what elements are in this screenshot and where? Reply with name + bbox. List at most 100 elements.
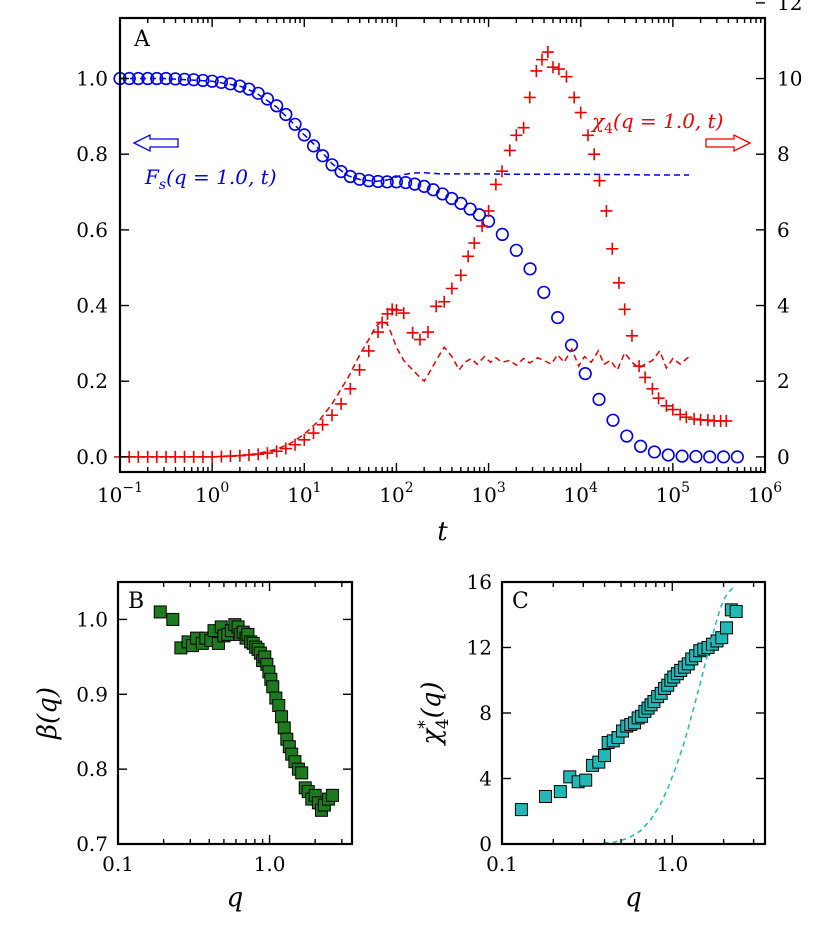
fs-point: [551, 311, 565, 325]
y-tick-label: 12: [467, 636, 492, 660]
chi4-point: [489, 178, 502, 191]
x-tick-label: 102: [379, 480, 413, 507]
chi4-point: [496, 165, 509, 178]
fs-point: [634, 439, 648, 453]
series-line-c: [594, 586, 736, 845]
fs-point: [306, 139, 321, 153]
chi4-point: [468, 237, 481, 250]
square-point-c: [514, 803, 528, 817]
chi4-point: [298, 433, 311, 446]
chi4-point: [606, 242, 619, 255]
panel-label-b: B: [128, 589, 144, 614]
plot-frame-a: [118, 16, 767, 474]
fs-point: [399, 175, 413, 190]
chi4-point: [438, 295, 451, 308]
chi4-point: [289, 438, 302, 451]
chi4-sub: 4: [604, 121, 613, 137]
x-tick-exp: −1: [122, 480, 143, 496]
chi4-point: [326, 409, 339, 422]
fs-point: [389, 175, 404, 189]
x-tick-exp: 4: [589, 480, 598, 496]
fs-point: [703, 450, 717, 464]
y-tick-label: 0.8: [76, 757, 108, 781]
square-point-b: [272, 699, 286, 713]
x-tick-base: 10: [379, 483, 404, 507]
fs-point: [620, 429, 634, 443]
chi4-point: [372, 326, 385, 339]
chi4-point: [462, 250, 475, 263]
y-label-main: β: [33, 724, 63, 740]
chi4-point: [523, 91, 536, 104]
chi4-annotation: χ4(q = 1.0, t): [590, 109, 724, 137]
fs-point: [564, 338, 579, 352]
y-right-tick-label: 4: [777, 294, 790, 318]
chi4-point: [476, 220, 489, 233]
x-tick-label: 0.1: [102, 852, 134, 876]
y-label-sub: 4: [433, 718, 453, 729]
fs-point: [481, 214, 496, 228]
left-arrow-icon: [132, 133, 179, 153]
fs-point: [371, 174, 385, 189]
x-tick-label: 0.1: [486, 852, 518, 876]
x-tick-label: 10−1: [97, 480, 143, 507]
chi4-point: [406, 326, 419, 339]
fs-point: [279, 107, 293, 122]
chi4-point: [660, 399, 673, 412]
x-tick-exp: 1: [313, 480, 322, 496]
y-right-tick-label: 2: [777, 369, 790, 393]
fs-point: [578, 367, 592, 381]
fs-point: [187, 73, 201, 87]
fs-point: [454, 196, 468, 210]
fs-point: [647, 445, 662, 459]
chi4-point: [582, 129, 595, 142]
fs-point: [606, 413, 620, 427]
fs-point: [315, 149, 330, 163]
fs-point: [325, 158, 339, 172]
chi4-point: [430, 300, 443, 313]
x-tick-base: 10: [195, 483, 220, 507]
fs-point: [288, 117, 302, 131]
y-right-tick-label: 0: [777, 445, 790, 469]
chi4-point: [600, 204, 613, 217]
y-tick-label: 0.7: [76, 832, 108, 856]
chi4-point: [593, 174, 606, 187]
y-left-tick-label: 0.8: [76, 142, 108, 166]
fs-point: [260, 92, 275, 106]
chi4-point: [568, 91, 581, 104]
fs-point: [352, 172, 367, 186]
square-point-c: [538, 790, 552, 804]
square-point-b: [153, 605, 167, 619]
y-right-tick-label: 6: [777, 218, 790, 242]
y-left-tick-label: 0.0: [76, 445, 108, 469]
chi4-point: [316, 418, 329, 431]
fs-point: [362, 174, 376, 188]
y-left-tick-label: 0.6: [76, 218, 108, 242]
chi4-point: [646, 382, 659, 395]
fs-point: [417, 179, 431, 193]
y-label-main: χ: [417, 727, 447, 747]
square-point-c: [720, 621, 734, 635]
y-tick-label: 0: [479, 832, 492, 856]
fs-point: [380, 175, 394, 189]
fs-point: [675, 449, 689, 463]
chi4-point: [390, 304, 403, 317]
fs-point: [343, 169, 357, 184]
y-left-tick-label: 0.2: [76, 369, 108, 393]
chi4-point: [344, 382, 357, 395]
x-tick-exp: 5: [681, 480, 690, 496]
y-tick-label: 8: [479, 701, 492, 725]
chi4-args: (q = 1.0, t): [613, 109, 723, 133]
fs-point: [661, 448, 675, 462]
x-tick-exp: 3: [497, 480, 506, 496]
chi4-point: [397, 307, 410, 320]
chi4-point: [674, 408, 687, 421]
y-left-tick-label: 0.4: [76, 294, 108, 318]
y-axis-label: β(q): [33, 687, 63, 740]
x-tick-base: 10: [287, 483, 312, 507]
y-tick-label: 1.0: [76, 607, 108, 631]
chi4-point: [421, 326, 434, 339]
chi4-point: [574, 106, 587, 119]
square-point-c: [579, 773, 593, 787]
